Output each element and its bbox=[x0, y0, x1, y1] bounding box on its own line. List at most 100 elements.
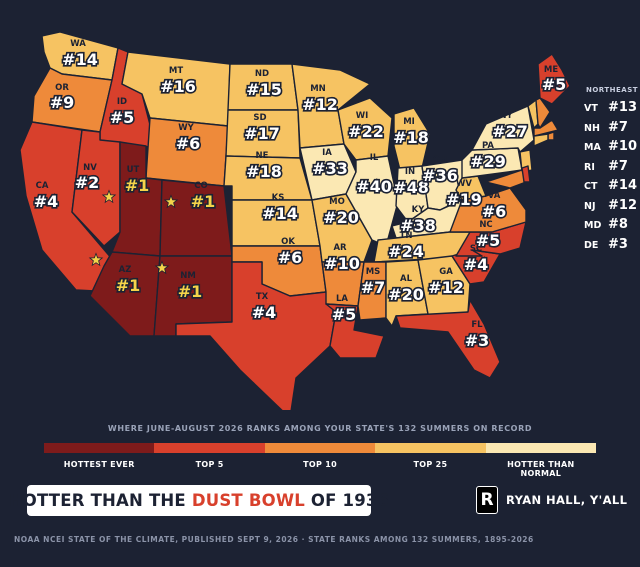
state-rank-wi: #22 bbox=[348, 122, 384, 141]
northeast-rank: #14 bbox=[608, 178, 637, 193]
northeast-row-nh: NH #7 bbox=[584, 120, 640, 140]
northeast-row-nj: NJ #12 bbox=[584, 198, 640, 218]
northeast-panel: NORTHEAST VT #13 NH #7 MA #10 RI #7 CT #14 NJ #12 MD… bbox=[584, 86, 640, 256]
state-rank-mn: #12 bbox=[302, 95, 338, 114]
state-rank-wa: #14 bbox=[62, 50, 98, 69]
brand-name: RYAN HALL, Y'ALL bbox=[506, 493, 628, 507]
northeast-abbr: VT bbox=[584, 103, 598, 114]
state-rank-ne: #18 bbox=[246, 162, 282, 181]
state-abbr-wv: WV bbox=[456, 179, 472, 189]
legend-label-top-5: TOP 5 bbox=[195, 460, 224, 469]
northeast-rank: #7 bbox=[608, 158, 628, 174]
state-abbr-wa: WA bbox=[70, 39, 86, 49]
state-rank-mi: #18 bbox=[393, 128, 429, 147]
state-rank-mt: #16 bbox=[160, 77, 196, 96]
state-rank-va: #6 bbox=[482, 202, 507, 221]
headline-highlight: DUST BOWL bbox=[191, 491, 305, 510]
legend-label-top-25: TOP 25 bbox=[413, 460, 448, 469]
northeast-abbr: DE bbox=[584, 239, 599, 251]
state-rank-ny: #27 bbox=[492, 122, 528, 141]
state-abbr-al: AL bbox=[400, 274, 413, 284]
state-rank-pa: #29 bbox=[470, 152, 506, 171]
state-ms bbox=[357, 261, 387, 321]
state-abbr-va: VA bbox=[488, 191, 501, 201]
northeast-abbr: NJ bbox=[584, 200, 596, 212]
state-abbr-ga: GA bbox=[439, 267, 453, 277]
state-abbr-tx: TX bbox=[256, 292, 269, 302]
state-abbr-fl: FL bbox=[471, 320, 483, 330]
state-rank-il: #40 bbox=[356, 177, 392, 196]
state-rank-tx: #4 bbox=[252, 303, 277, 322]
state-abbr-ar: AR bbox=[333, 243, 347, 253]
legend-swatch-top-5 bbox=[154, 443, 265, 453]
state-rank-nm: #1 bbox=[178, 282, 203, 301]
state-rank-nc: #5 bbox=[476, 231, 501, 250]
state-rank-wv: #19 bbox=[446, 190, 482, 209]
state-abbr-sc: SC bbox=[470, 244, 482, 254]
headline-post: OF 1936 bbox=[310, 491, 390, 510]
state-rank-me: #5 bbox=[542, 75, 567, 94]
northeast-rank: #13 bbox=[608, 100, 637, 115]
state-rank-sd: #17 bbox=[244, 124, 280, 143]
northeast-rank: #7 bbox=[608, 119, 628, 135]
state-rank-ut: #1 bbox=[125, 176, 150, 195]
state-ma bbox=[533, 119, 559, 137]
state-abbr-oh: OH bbox=[433, 155, 447, 165]
state-rank-tn: #24 bbox=[388, 242, 424, 261]
state-rank-in: #48 bbox=[393, 178, 429, 197]
state-abbr-tn: TN bbox=[400, 231, 413, 241]
legend-label-hottest-ever: HOTTEST EVER bbox=[63, 460, 135, 469]
northeast-rank: #8 bbox=[608, 217, 628, 232]
northeast-rank: #10 bbox=[608, 139, 637, 154]
state-rank-mo: #20 bbox=[323, 208, 359, 227]
state-abbr-wi: WI bbox=[356, 111, 369, 121]
state-tx bbox=[175, 261, 337, 410]
state-abbr-mi: MI bbox=[403, 117, 415, 127]
northeast-rank: #3 bbox=[608, 236, 628, 252]
source-note: NOAA NCEI STATE OF THE CLIMATE, PUBLISHE… bbox=[14, 535, 534, 544]
state-abbr-id: ID bbox=[117, 97, 127, 107]
state-abbr-sd: SD bbox=[253, 113, 266, 123]
northeast-row-ri: RI #7 bbox=[584, 159, 640, 179]
legend-bar bbox=[44, 443, 597, 453]
state-fl bbox=[395, 299, 501, 379]
star-icon bbox=[88, 252, 104, 267]
headline-box: HOTTER THAN THE DUST BOWL OF 1936 bbox=[9, 485, 389, 516]
state-abbr-mt: MT bbox=[169, 66, 183, 76]
state-abbr-nc: NC bbox=[479, 220, 492, 230]
state-abbr-ia: IA bbox=[322, 148, 332, 158]
state-rank-fl: #3 bbox=[465, 331, 490, 350]
state-abbr-ok: OK bbox=[281, 237, 295, 247]
state-de bbox=[521, 165, 531, 183]
state-abbr-mn: MN bbox=[310, 84, 326, 94]
northeast-abbr: NH bbox=[584, 122, 600, 134]
northeast-title: NORTHEAST bbox=[586, 86, 639, 94]
state-abbr-ms: MS bbox=[366, 267, 381, 277]
state-abbr-ky: KY bbox=[412, 205, 426, 215]
state-rank-nd: #15 bbox=[246, 80, 282, 99]
state-abbr-ut: UT bbox=[127, 165, 140, 175]
legend-swatch-hotter-than-normal bbox=[485, 443, 597, 453]
state-rank-id: #5 bbox=[110, 108, 135, 127]
state-rank-wy: #6 bbox=[176, 134, 201, 153]
state-rank-al: #20 bbox=[388, 285, 424, 304]
northeast-abbr: MD bbox=[584, 220, 602, 231]
star-icon bbox=[154, 260, 170, 275]
state-rank-ok: #6 bbox=[278, 248, 303, 267]
northeast-row-vt: VT #13 bbox=[584, 100, 640, 120]
state-rank-ca: #4 bbox=[34, 192, 59, 211]
state-abbr-nm: NM bbox=[180, 271, 196, 281]
state-abbr-la: LA bbox=[336, 294, 348, 304]
state-ct bbox=[533, 133, 549, 147]
northeast-row-de: DE #3 bbox=[584, 237, 640, 257]
state-abbr-ne: NE bbox=[256, 151, 269, 161]
northeast-rank: #12 bbox=[608, 197, 637, 213]
northeast-row-ma: MA #10 bbox=[584, 139, 640, 159]
star-icon bbox=[163, 194, 179, 209]
state-rank-ia: #33 bbox=[312, 159, 348, 178]
state-la bbox=[325, 303, 385, 359]
state-abbr-nv: NV bbox=[83, 163, 97, 173]
star-icon bbox=[101, 189, 117, 204]
state-rank-co: #1 bbox=[191, 192, 216, 211]
state-abbr-in: IN bbox=[405, 167, 415, 177]
